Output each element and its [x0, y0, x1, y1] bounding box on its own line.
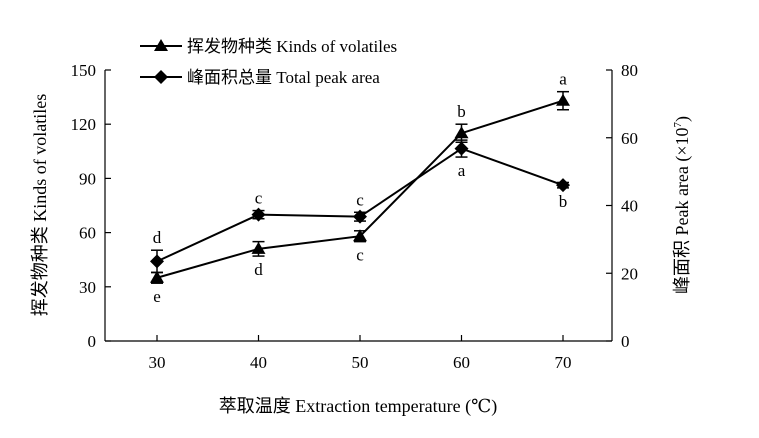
right-y-tick-label: 20 — [621, 264, 638, 283]
legend: 挥发物种类 Kinds of volatiles 峰面积总量 Total pea… — [140, 37, 397, 87]
right-y-tick-label: 0 — [621, 332, 630, 351]
left-y-tick-label: 150 — [71, 61, 97, 80]
data-point-diamond — [556, 178, 570, 193]
right-y-tick-label: 80 — [621, 61, 638, 80]
right-y-tick-label: 60 — [621, 129, 638, 148]
legend-entry-peak-area: 峰面积总量 Total peak area — [140, 68, 380, 87]
left-y-tick-label: 90 — [79, 169, 96, 188]
right-y-axis-title: 峰面积 Peak area (×107) — [672, 116, 693, 294]
significance-label-kinds: d — [254, 260, 263, 279]
legend-diamond-marker — [154, 70, 168, 84]
right-y-tick-label: 40 — [621, 197, 638, 216]
data-point-diamond — [454, 141, 469, 156]
x-tick-label: 30 — [149, 353, 166, 372]
significance-label-kinds: a — [559, 70, 567, 89]
data-point-diamond — [251, 207, 266, 222]
data-point-triangle — [454, 126, 469, 139]
significance-label-peak-area: c — [255, 189, 263, 208]
significance-label-peak-area: d — [153, 228, 162, 247]
significance-label-peak-area: b — [559, 192, 568, 211]
left-y-axis-ticks: 0 30 60 90 120 150 — [71, 61, 111, 351]
x-tick-label: 40 — [250, 353, 267, 372]
legend-entry-kinds: 挥发物种类 Kinds of volatiles — [140, 37, 397, 56]
significance-label-kinds: b — [457, 102, 466, 121]
data-point-triangle — [556, 93, 570, 106]
series-peak-area: d c c a b — [150, 139, 570, 274]
legend-triangle-marker — [154, 39, 168, 51]
right-y-axis-title-exponent: 7 — [672, 121, 684, 127]
data-point-diamond — [150, 254, 164, 269]
x-axis-ticks: 30 40 50 60 70 — [149, 335, 572, 372]
data-point-diamond — [353, 209, 367, 224]
x-tick-label: 60 — [453, 353, 470, 372]
significance-label-peak-area: a — [458, 161, 466, 180]
x-axis-title: 萃取温度 Extraction temperature (℃) — [219, 396, 498, 417]
x-tick-label: 70 — [555, 353, 572, 372]
series-kinds: e d c b a — [150, 70, 570, 306]
legend-label-peak-area: 峰面积总量 Total peak area — [187, 68, 380, 87]
right-y-axis-title-close: ) — [672, 116, 693, 122]
significance-label-kinds: e — [153, 287, 161, 306]
significance-label-kinds: c — [356, 246, 364, 265]
significance-label-peak-area: c — [356, 190, 364, 209]
right-y-axis-title-main: 峰面积 Peak area (×10 — [672, 127, 693, 294]
legend-label-kinds: 挥发物种类 Kinds of volatiles — [187, 37, 397, 56]
data-point-triangle — [353, 229, 367, 242]
left-y-tick-label: 120 — [71, 115, 97, 134]
left-y-tick-label: 0 — [88, 332, 97, 351]
data-point-triangle — [150, 270, 164, 283]
data-point-triangle — [251, 241, 266, 254]
left-y-axis-title: 挥发物种类 Kinds of volatiles — [30, 94, 50, 317]
left-y-tick-label: 30 — [79, 278, 96, 297]
x-tick-label: 50 — [352, 353, 369, 372]
right-y-axis-ticks: 0 20 40 60 80 — [606, 61, 638, 351]
left-y-tick-label: 60 — [79, 224, 96, 243]
series-layer: e d c b a d c c a b — [150, 70, 570, 306]
